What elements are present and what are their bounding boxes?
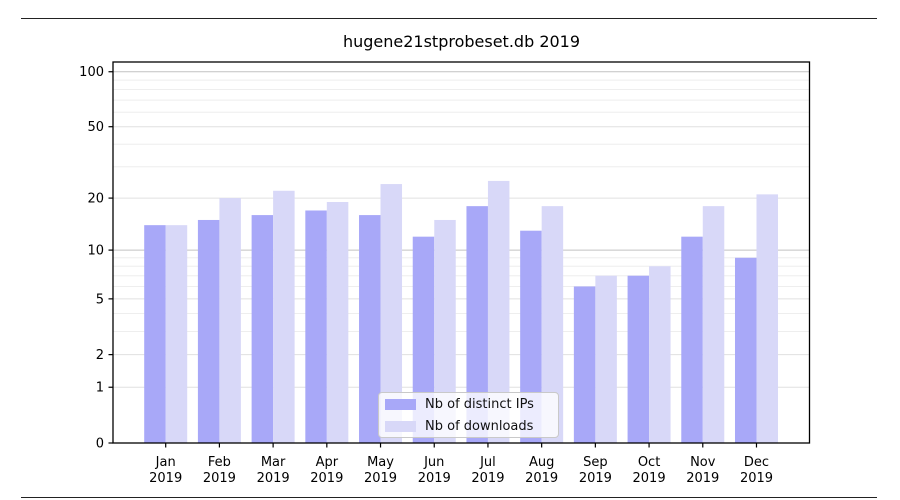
bar-distinct-ips-apr (305, 210, 327, 443)
bar-distinct-ips-oct (627, 275, 650, 443)
bar-downloads-jul (487, 180, 510, 443)
chart-title: hugene21stprobeset.db 2019 (342, 32, 581, 51)
x-tick-label-month: Feb (208, 455, 231, 470)
x-tick-label-year: 2019 (310, 471, 343, 486)
bar-downloads-dec (756, 194, 778, 443)
bar-distinct-ips-aug (520, 230, 542, 443)
bar-distinct-ips-nov (681, 236, 703, 443)
bar-distinct-ips-mar (251, 215, 274, 443)
bar-downloads-jun (434, 219, 456, 443)
legend-label-distinct-ips: Nb of distinct IPs (425, 396, 534, 412)
x-tick-label-year: 2019 (203, 471, 236, 486)
bar-downloads-sep (595, 275, 617, 443)
figure-frame (21, 18, 877, 498)
bar-downloads-aug (541, 206, 564, 443)
x-tick-label-year: 2019 (471, 471, 504, 486)
x-tick-label-year: 2019 (686, 471, 719, 486)
x-tick-label-month: Mar (261, 455, 286, 470)
bar-downloads-apr (326, 202, 349, 443)
y-tick-label: 1 (96, 381, 104, 396)
x-tick-label-month: Jan (155, 455, 176, 470)
bar-downloads-may (380, 184, 403, 443)
x-tick-label-year: 2019 (149, 471, 182, 486)
bar-distinct-ips-may (359, 215, 381, 443)
x-tick-label-year: 2019 (525, 471, 558, 486)
x-tick-label-month: Nov (690, 455, 716, 470)
legend-item-distinct-ips: Nb of distinct IPs (385, 395, 558, 414)
y-tick-label: 50 (87, 120, 104, 135)
y-tick-label: 2 (96, 348, 104, 363)
legend: Nb of distinct IPs Nb of downloads (378, 392, 559, 438)
legend-swatch-downloads (385, 420, 416, 432)
x-tick-label-year: 2019 (740, 471, 773, 486)
y-tick-label: 5 (96, 292, 104, 307)
x-tick-label-month: Jun (423, 455, 444, 470)
bar-distinct-ips-sep (573, 286, 596, 443)
bar-downloads-feb (219, 198, 241, 443)
x-tick-label-year: 2019 (579, 471, 612, 486)
legend-item-downloads: Nb of downloads (385, 417, 558, 436)
y-tick-label: 100 (79, 65, 104, 80)
bar-distinct-ips-feb (197, 219, 220, 443)
y-tick-label: 10 (87, 244, 104, 259)
x-tick-label-month: Apr (316, 455, 339, 470)
bar-distinct-ips-jun (412, 236, 435, 443)
x-tick-label-month: Sep (583, 455, 608, 470)
x-tick-label-month: Jul (479, 455, 496, 470)
bar-downloads-mar (273, 190, 295, 443)
x-tick-label-year: 2019 (257, 471, 290, 486)
bar-downloads-nov (702, 206, 725, 443)
x-tick-label-month: Dec (744, 455, 769, 470)
bar-downloads-oct (649, 266, 671, 443)
bar-distinct-ips-jul (466, 206, 488, 443)
legend-label-downloads: Nb of downloads (425, 418, 534, 434)
bar-distinct-ips-jan (144, 225, 166, 443)
legend-swatch-distinct-ips (385, 398, 416, 410)
x-tick-label-month: Aug (529, 455, 554, 470)
x-tick-label-month: Oct (638, 455, 660, 470)
x-tick-label-year: 2019 (364, 471, 397, 486)
y-tick-label: 0 (96, 437, 104, 452)
x-tick-label-year: 2019 (633, 471, 666, 486)
x-tick-label-year: 2019 (418, 471, 451, 486)
x-tick-label-month: May (367, 455, 394, 470)
y-tick-label: 20 (87, 192, 104, 207)
plot-border (112, 61, 811, 444)
bar-distinct-ips-dec (734, 257, 757, 443)
bar-downloads-jan (165, 225, 188, 443)
